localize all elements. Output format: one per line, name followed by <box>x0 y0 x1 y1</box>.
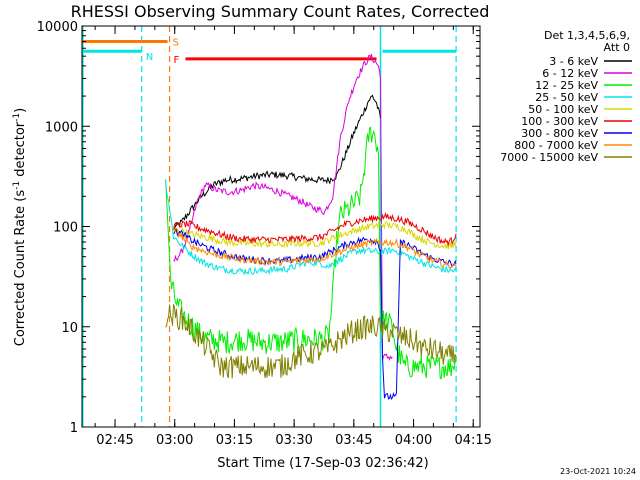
y-tick-label-3: 1000 <box>45 120 78 135</box>
y-tick-label-0: 1 <box>70 421 78 436</box>
x-tick-label-3: 03:30 <box>275 433 312 448</box>
x-tick-label-4: 03:45 <box>335 433 372 448</box>
series-line-3 <box>165 180 457 276</box>
y-tick-label-1: 10 <box>61 321 78 336</box>
plot-area: S N F <box>82 26 457 427</box>
series-line-7 <box>173 226 457 269</box>
x-tick-label-2: 03:15 <box>216 433 253 448</box>
x-axis-title: Start Time (17-Sep-03 02:36:42) <box>217 456 428 471</box>
legend-label-0: 3 - 6 keV <box>549 55 598 68</box>
y-tick-label-2: 100 <box>53 221 78 236</box>
legend-label-7: 800 - 7000 keV <box>514 139 598 152</box>
x-tick-label-1: 03:00 <box>156 433 193 448</box>
series-line-1 <box>173 53 393 361</box>
flare-label: F <box>173 55 179 66</box>
legend-label-1: 6 - 12 keV <box>542 67 598 80</box>
legend-header-1: Det 1,3,4,5,6,9, <box>544 29 630 42</box>
legend-label-4: 50 - 100 keV <box>528 103 598 116</box>
series-line-0 <box>173 94 381 231</box>
legend-label-2: 12 - 25 keV <box>535 79 598 92</box>
legend-label-8: 7000 - 15000 keV <box>500 151 598 164</box>
y-axis-title: Corrected Count Rate (s-1 detector-1) <box>12 108 28 346</box>
y-axis-title-mid: detector <box>13 121 28 181</box>
legend-label-5: 100 - 300 keV <box>521 115 598 128</box>
series-line-4 <box>173 221 457 250</box>
y-axis-title-main: Corrected Count Rate (s <box>13 190 28 347</box>
y-axis-title-sup2: -1 <box>12 113 22 122</box>
x-tick-label-5: 04:00 <box>395 433 432 448</box>
series-line-8 <box>165 304 457 379</box>
axes: 1 10 100 1000 10000 02:45 03:00 03:15 03:30 03:45… <box>37 20 492 448</box>
legend-label-3: 25 - 50 keV <box>535 91 598 104</box>
y-axis-title-sup1: -1 <box>12 181 22 190</box>
y-axis-title-end: ) <box>13 108 28 113</box>
legend-header-2: Att 0 <box>604 41 630 54</box>
series-line-5 <box>173 211 457 247</box>
x-tick-label-0: 02:45 <box>96 433 133 448</box>
legend-label-6: 300 - 800 keV <box>521 127 598 140</box>
night-label: N <box>146 52 153 63</box>
saa-label: S <box>173 38 179 49</box>
series-line-2 <box>165 126 457 380</box>
x-tick-label-6: 04:15 <box>454 433 491 448</box>
y-tick-label-4: 10000 <box>37 20 78 35</box>
footer-timestamp: 23-Oct-2021 10:24 <box>560 467 636 476</box>
chart-title: RHESSI Observing Summary Count Rates, Co… <box>71 2 490 21</box>
